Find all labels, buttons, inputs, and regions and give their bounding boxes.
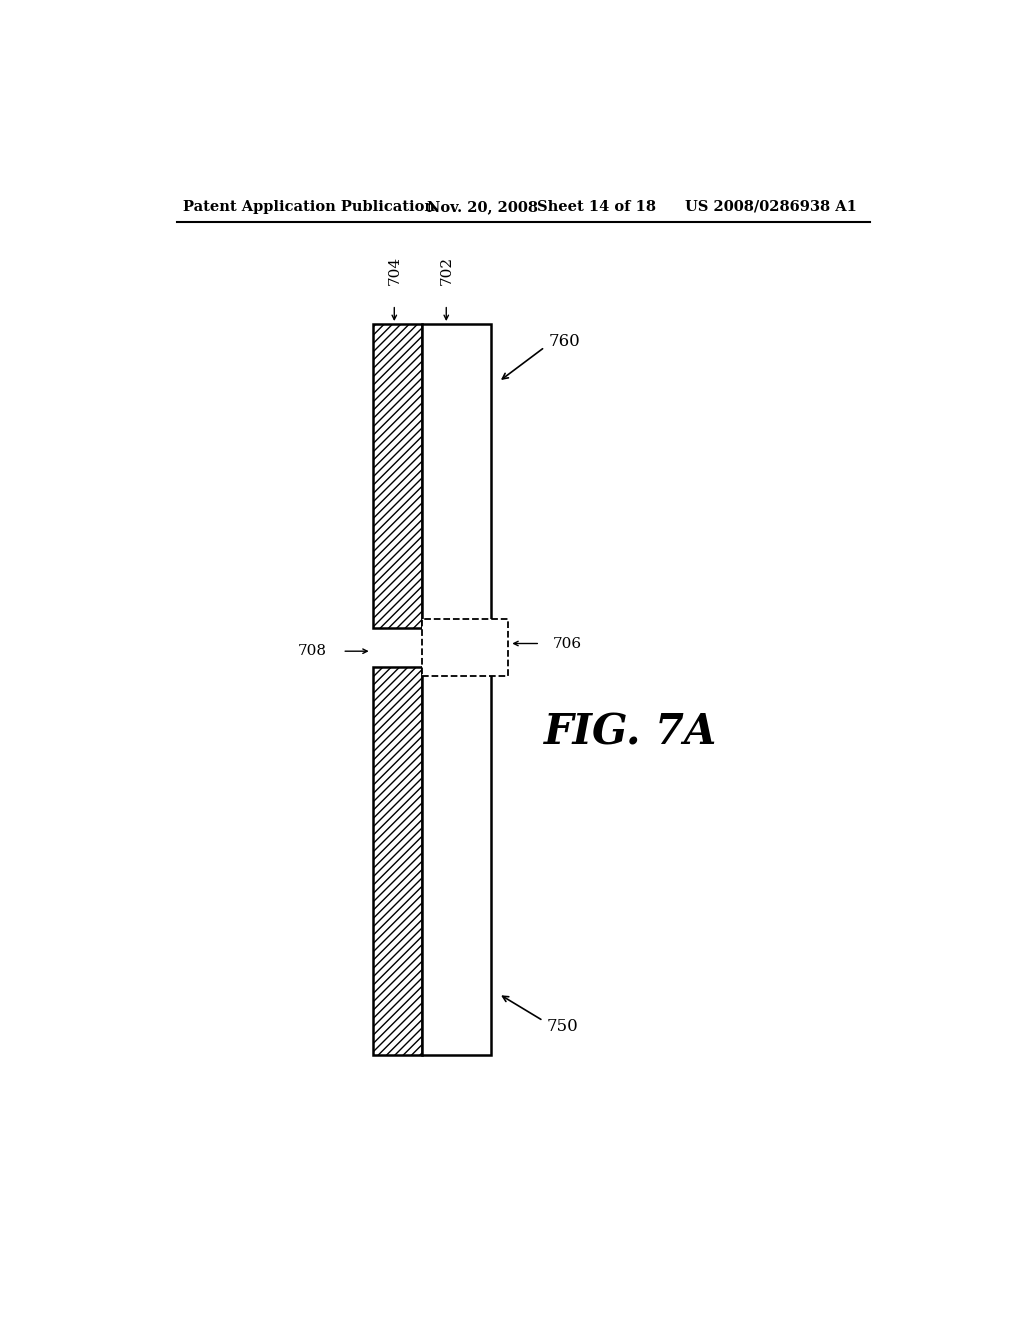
Text: 708: 708 [298, 644, 327, 659]
Text: FIG. 7A: FIG. 7A [545, 711, 718, 752]
Text: US 2008/0286938 A1: US 2008/0286938 A1 [685, 199, 857, 214]
Text: 706: 706 [553, 636, 582, 651]
Bar [422, 619, 508, 676]
Bar [373, 667, 422, 1056]
Text: Patent Application Publication: Patent Application Publication [183, 199, 435, 214]
Text: 704: 704 [387, 256, 401, 285]
Bar [373, 323, 422, 628]
Text: 760: 760 [549, 333, 581, 350]
Text: Nov. 20, 2008: Nov. 20, 2008 [427, 199, 538, 214]
Text: 702: 702 [439, 256, 454, 285]
Bar [422, 667, 490, 1056]
Bar [422, 323, 490, 628]
Text: Sheet 14 of 18: Sheet 14 of 18 [538, 199, 656, 214]
Text: 750: 750 [547, 1019, 579, 1035]
